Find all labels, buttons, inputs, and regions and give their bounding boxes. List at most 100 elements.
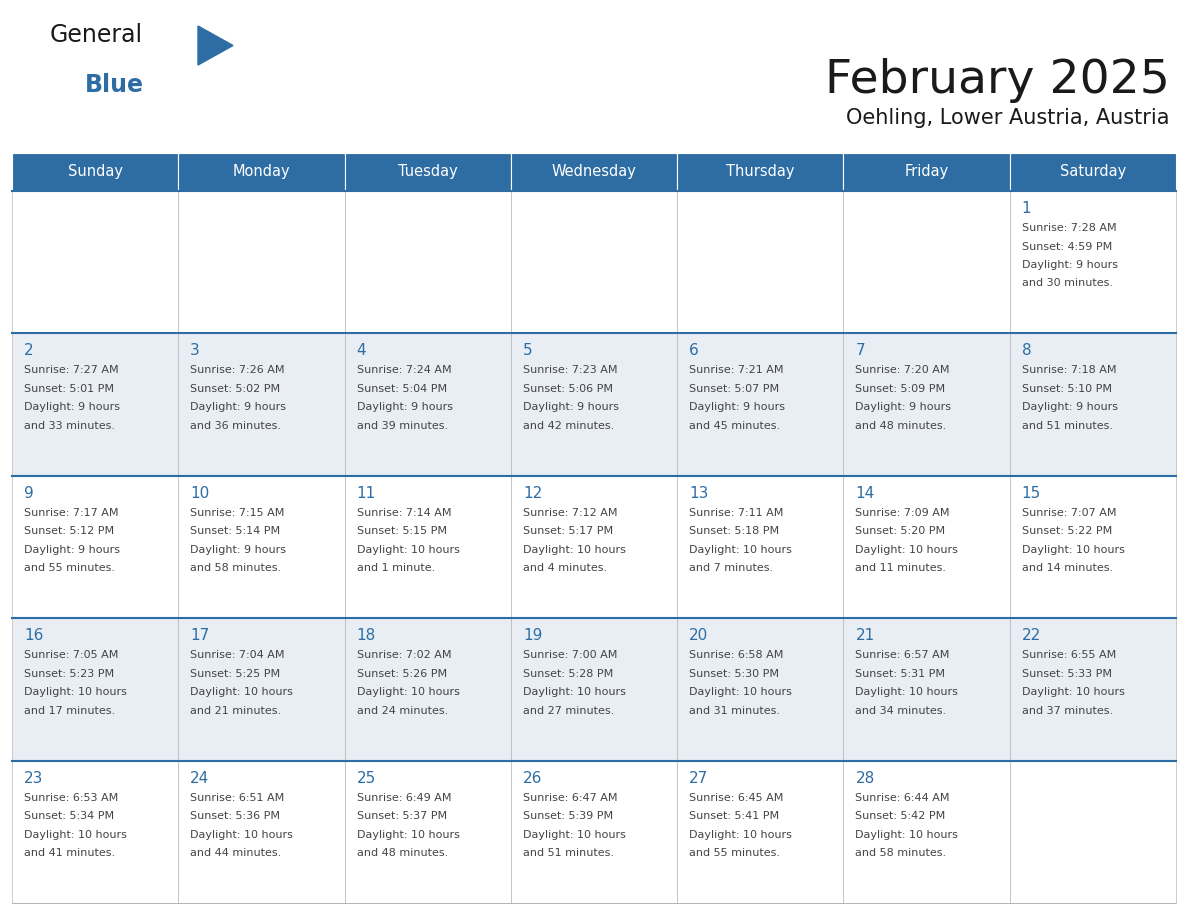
Text: Sunrise: 7:12 AM: Sunrise: 7:12 AM [523, 508, 618, 518]
Text: Daylight: 10 hours: Daylight: 10 hours [356, 544, 460, 554]
Bar [511, 153, 677, 191]
Bar [12, 761, 178, 903]
Text: Sunset: 5:22 PM: Sunset: 5:22 PM [1022, 526, 1112, 536]
Text: and 33 minutes.: and 33 minutes. [24, 420, 115, 431]
Text: 20: 20 [689, 628, 708, 644]
Text: 10: 10 [190, 486, 209, 501]
Text: and 48 minutes.: and 48 minutes. [356, 848, 448, 858]
Text: Sunset: 5:12 PM: Sunset: 5:12 PM [24, 526, 114, 536]
Text: Sunrise: 7:05 AM: Sunrise: 7:05 AM [24, 650, 119, 660]
Text: Daylight: 9 hours: Daylight: 9 hours [190, 402, 286, 412]
Text: Daylight: 10 hours: Daylight: 10 hours [24, 830, 127, 840]
Text: Sunrise: 7:28 AM: Sunrise: 7:28 AM [1022, 223, 1117, 233]
Text: Sunset: 5:20 PM: Sunset: 5:20 PM [855, 526, 946, 536]
Text: and 51 minutes.: and 51 minutes. [1022, 420, 1113, 431]
Text: 7: 7 [855, 343, 865, 358]
Bar [843, 153, 1010, 191]
Text: Sunrise: 6:55 AM: Sunrise: 6:55 AM [1022, 650, 1116, 660]
Bar [178, 761, 345, 903]
Bar [1010, 153, 1176, 191]
Text: Friday: Friday [904, 164, 949, 180]
Text: Sunset: 5:18 PM: Sunset: 5:18 PM [689, 526, 779, 536]
Text: Sunrise: 7:15 AM: Sunrise: 7:15 AM [190, 508, 285, 518]
Bar [178, 191, 345, 333]
Text: and 11 minutes.: and 11 minutes. [855, 564, 947, 574]
Bar [178, 333, 345, 476]
Text: Sunset: 5:36 PM: Sunset: 5:36 PM [190, 812, 280, 821]
Text: and 45 minutes.: and 45 minutes. [689, 420, 781, 431]
Bar [511, 761, 677, 903]
Text: Sunrise: 7:27 AM: Sunrise: 7:27 AM [24, 365, 119, 375]
Bar [677, 153, 843, 191]
Bar [1010, 191, 1176, 333]
Text: General: General [50, 23, 143, 47]
Text: 4: 4 [356, 343, 366, 358]
Bar [12, 618, 178, 761]
Text: February 2025: February 2025 [826, 58, 1170, 103]
Bar [843, 191, 1010, 333]
Polygon shape [198, 26, 233, 65]
Text: Sunrise: 7:21 AM: Sunrise: 7:21 AM [689, 365, 784, 375]
Text: Daylight: 10 hours: Daylight: 10 hours [855, 830, 959, 840]
Text: Sunset: 5:30 PM: Sunset: 5:30 PM [689, 668, 779, 678]
Bar [345, 191, 511, 333]
Bar [1010, 761, 1176, 903]
Bar [677, 761, 843, 903]
Text: 25: 25 [356, 770, 375, 786]
Text: and 34 minutes.: and 34 minutes. [855, 706, 947, 716]
Text: Oehling, Lower Austria, Austria: Oehling, Lower Austria, Austria [847, 108, 1170, 128]
Text: Daylight: 10 hours: Daylight: 10 hours [523, 688, 626, 697]
Text: and 31 minutes.: and 31 minutes. [689, 706, 781, 716]
Bar [345, 333, 511, 476]
Text: Sunset: 5:15 PM: Sunset: 5:15 PM [356, 526, 447, 536]
Text: Daylight: 9 hours: Daylight: 9 hours [855, 402, 952, 412]
Bar [178, 476, 345, 618]
Text: 28: 28 [855, 770, 874, 786]
Text: Tuesday: Tuesday [398, 164, 457, 180]
Text: 23: 23 [24, 770, 44, 786]
Text: Sunrise: 6:47 AM: Sunrise: 6:47 AM [523, 792, 618, 802]
Bar [511, 333, 677, 476]
Text: Sunset: 5:41 PM: Sunset: 5:41 PM [689, 812, 779, 821]
Text: 1: 1 [1022, 201, 1031, 216]
Bar [12, 153, 178, 191]
Text: Daylight: 10 hours: Daylight: 10 hours [855, 688, 959, 697]
Text: Sunset: 5:09 PM: Sunset: 5:09 PM [855, 384, 946, 394]
Text: 15: 15 [1022, 486, 1041, 501]
Text: Sunday: Sunday [68, 164, 122, 180]
Text: Daylight: 9 hours: Daylight: 9 hours [1022, 402, 1118, 412]
Bar [511, 191, 677, 333]
Text: 12: 12 [523, 486, 542, 501]
Text: Daylight: 9 hours: Daylight: 9 hours [689, 402, 785, 412]
Text: 8: 8 [1022, 343, 1031, 358]
Text: Daylight: 10 hours: Daylight: 10 hours [356, 688, 460, 697]
Text: Sunset: 5:06 PM: Sunset: 5:06 PM [523, 384, 613, 394]
Text: Sunrise: 7:14 AM: Sunrise: 7:14 AM [356, 508, 451, 518]
Text: 11: 11 [356, 486, 375, 501]
Text: 24: 24 [190, 770, 209, 786]
Text: Daylight: 10 hours: Daylight: 10 hours [689, 544, 792, 554]
Text: Daylight: 9 hours: Daylight: 9 hours [356, 402, 453, 412]
Bar [843, 761, 1010, 903]
Text: Sunset: 5:26 PM: Sunset: 5:26 PM [356, 668, 447, 678]
Text: 6: 6 [689, 343, 699, 358]
Text: Sunrise: 7:07 AM: Sunrise: 7:07 AM [1022, 508, 1117, 518]
Text: Sunrise: 7:24 AM: Sunrise: 7:24 AM [356, 365, 451, 375]
Text: and 41 minutes.: and 41 minutes. [24, 848, 115, 858]
Bar [345, 618, 511, 761]
Text: Daylight: 10 hours: Daylight: 10 hours [523, 544, 626, 554]
Text: 18: 18 [356, 628, 375, 644]
Text: Daylight: 10 hours: Daylight: 10 hours [1022, 688, 1125, 697]
Text: Daylight: 9 hours: Daylight: 9 hours [1022, 260, 1118, 270]
Text: Sunset: 5:39 PM: Sunset: 5:39 PM [523, 812, 613, 821]
Text: and 37 minutes.: and 37 minutes. [1022, 706, 1113, 716]
Text: Thursday: Thursday [726, 164, 795, 180]
Text: and 39 minutes.: and 39 minutes. [356, 420, 448, 431]
Text: 9: 9 [24, 486, 33, 501]
Text: Sunset: 5:25 PM: Sunset: 5:25 PM [190, 668, 280, 678]
Text: Sunset: 5:42 PM: Sunset: 5:42 PM [855, 812, 946, 821]
Text: and 36 minutes.: and 36 minutes. [190, 420, 282, 431]
Text: Sunrise: 6:53 AM: Sunrise: 6:53 AM [24, 792, 119, 802]
Bar [677, 191, 843, 333]
Text: Daylight: 10 hours: Daylight: 10 hours [356, 830, 460, 840]
